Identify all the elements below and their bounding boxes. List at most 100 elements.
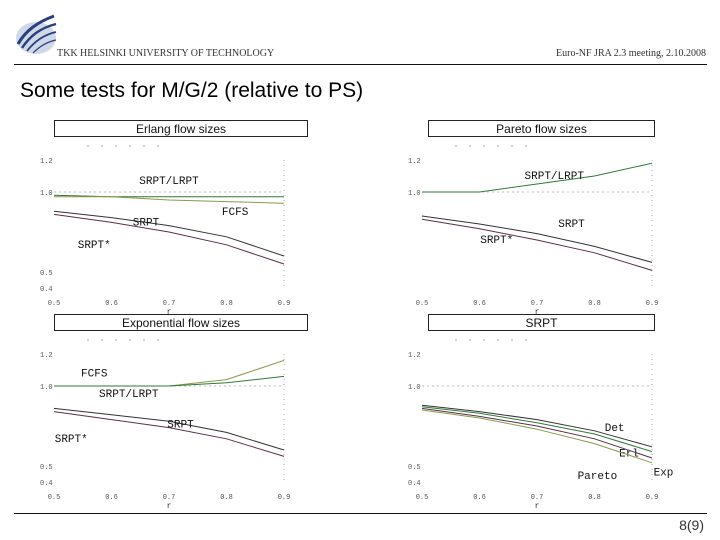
top-tick-mark — [483, 339, 485, 341]
x-tick-label: 0.5 — [416, 494, 429, 502]
x-axis-label: r — [535, 308, 540, 317]
x-tick-label: 0.5 — [416, 300, 429, 308]
series-line — [53, 194, 284, 198]
series-line — [53, 213, 285, 265]
x-axis-label: r — [535, 502, 540, 511]
series-label: SRPT* — [480, 235, 513, 247]
footer-rule — [14, 513, 707, 514]
top-tick-mark — [511, 339, 513, 341]
series-line — [422, 162, 653, 193]
top-tick-mark — [469, 145, 471, 147]
page-number: 8(9) — [679, 517, 704, 533]
top-tick-mark — [143, 145, 145, 147]
chart-title: Erlang flow sizes — [54, 120, 308, 137]
y-tick-label: 1.2 — [408, 352, 421, 360]
chart-plot: 1.2 1.0 0.5 0.4 0.5 0.6 0.7 0.8 0.9 r SRPT/LRPT FCF… — [40, 145, 291, 317]
x-axis-label: r — [167, 502, 172, 511]
series-label: SRPT — [558, 219, 585, 231]
top-tick-mark — [129, 339, 131, 341]
top-tick-mark — [525, 339, 527, 341]
x-tick-label: 0.9 — [278, 300, 291, 308]
series-line — [421, 406, 653, 453]
series-line — [53, 210, 285, 257]
top-tick-mark — [455, 339, 457, 341]
series-label: Erl — [619, 448, 639, 460]
chart-plot: 1.21.00.10.50.60.70.80.9rSRPT/LRPTSRPTSR… — [408, 145, 658, 317]
top-tick-mark — [115, 145, 117, 147]
series-label: SRPT* — [78, 240, 111, 252]
x-tick-label: 0.6 — [473, 300, 486, 308]
y-tick-label: 1.0 — [408, 384, 421, 392]
y-tick-label: 1.2 — [40, 158, 53, 166]
series-line — [53, 411, 285, 457]
x-tick-label: 0.6 — [473, 494, 486, 502]
x-tick-label: 0.9 — [278, 494, 291, 502]
y-tick-label: 1.2 — [408, 158, 421, 166]
x-tick-label: 0.7 — [163, 494, 176, 502]
university-logo — [16, 14, 57, 54]
series-line — [53, 407, 285, 451]
chart-title: Exponential flow sizes — [54, 314, 308, 331]
x-tick-label: 0.5 — [48, 300, 61, 308]
top-tick-mark — [157, 145, 159, 147]
x-tick-label: 0.7 — [531, 300, 544, 308]
x-tick-label: 0.7 — [531, 494, 544, 502]
series-label: SRPT/LRPT — [525, 171, 585, 183]
top-tick-mark — [101, 145, 103, 147]
header-university: TKK HELSINKI UNIVERSITY OF TECHNOLOGY — [57, 48, 275, 59]
top-tick-mark — [87, 145, 89, 147]
series-label: SRPT/LRPT — [139, 176, 199, 188]
series-label: FCFS — [222, 207, 249, 219]
series-label: Det — [605, 423, 625, 435]
y-tick-label: 1.0 — [408, 190, 421, 198]
top-tick-mark — [469, 339, 471, 341]
x-tick-label: 0.8 — [220, 300, 233, 308]
top-tick-mark — [157, 339, 159, 341]
y-tick-label: 0.4 — [408, 480, 421, 488]
y-tick-label: 0.5 — [40, 464, 53, 472]
top-tick-mark — [101, 339, 103, 341]
y-tick-label: 1.0 — [40, 190, 53, 198]
top-tick-mark — [483, 145, 485, 147]
series-line — [54, 375, 285, 387]
y-tick-label: 0.4 — [40, 480, 53, 488]
series-label: FCFS — [81, 368, 108, 380]
top-tick-mark — [143, 339, 145, 341]
chart-plot: 1.2 1.0 0.5 0.4 0.5 0.6 0.7 0.8 0.9 r Det ErlPareto… — [408, 339, 674, 511]
x-tick-label: 0.8 — [588, 300, 601, 308]
x-tick-label: 0.9 — [646, 494, 659, 502]
chart-title: Pareto flow sizes — [428, 120, 655, 137]
x-axis-label: r — [167, 308, 172, 317]
x-tick-label: 0.8 — [588, 494, 601, 502]
y-tick-label: 0.4 — [40, 286, 53, 294]
top-tick-mark — [525, 145, 527, 147]
series-line — [54, 196, 285, 204]
series-line — [421, 215, 653, 263]
top-tick-mark — [511, 145, 513, 147]
x-tick-label: 0.5 — [48, 494, 61, 502]
x-tick-label: 0.6 — [105, 300, 118, 308]
series-label: SRPT* — [55, 434, 88, 446]
x-tick-label: 0.7 — [163, 300, 176, 308]
slide-title: Some tests for M/G/2 (relative to PS) — [20, 79, 364, 102]
series-line — [421, 218, 653, 271]
header-event: Euro-NF JRA 2.3 meeting, 2.10.2008 — [556, 48, 706, 59]
chart-plot: 1.2 1.0 0.5 0.4 0.5 0.6 0.7 0.8 0.9 r FCFS SRPT/LRP… — [40, 339, 291, 511]
y-tick-label: 1.2 — [40, 352, 53, 360]
chart-title: SRPT — [428, 314, 655, 331]
y-tick-label: 1.0 — [40, 384, 53, 392]
y-tick-label: 0.5 — [40, 270, 53, 278]
series-line — [421, 407, 653, 459]
series-label: SRPT/LRPT — [99, 389, 159, 401]
series-line — [421, 404, 653, 448]
series-label: Exp — [654, 468, 674, 480]
top-tick-mark — [497, 145, 499, 147]
x-tick-label: 0.6 — [105, 494, 118, 502]
top-tick-mark — [129, 145, 131, 147]
y-tick-label: 0.5 — [408, 464, 421, 472]
top-tick-mark — [497, 339, 499, 341]
series-line — [421, 409, 653, 464]
series-label: Pareto — [578, 471, 618, 483]
top-tick-mark — [455, 145, 457, 147]
top-tick-mark — [87, 339, 89, 341]
